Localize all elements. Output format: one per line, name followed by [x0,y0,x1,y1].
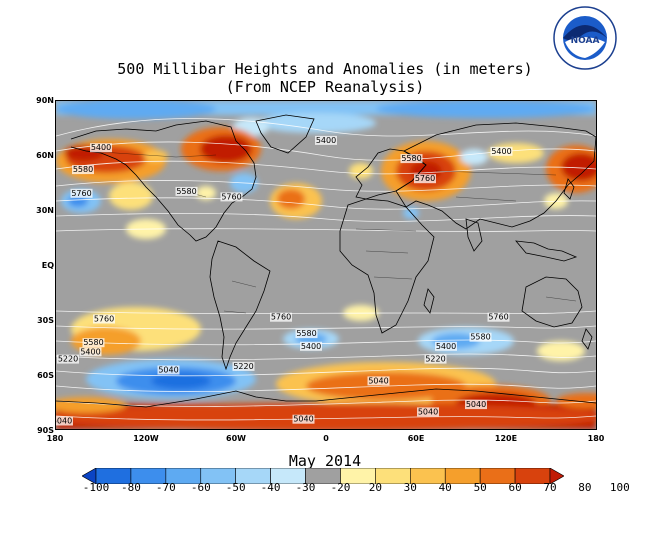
lat-label-eq: EQ [41,261,54,270]
color-bar-tick-label: -40 [260,481,281,494]
contour-label: 5760 [94,315,114,324]
contour-label: 5040 [418,407,438,416]
color-bar-tick-label: -20 [330,481,351,494]
color-bar-tick-label: -50 [225,481,246,494]
anomaly-map: 5400 5580 5760 5400 5580 5760 5580 5760 5400 5760… [55,100,597,430]
contour-label: 5760 [71,189,91,198]
color-bar-tick-label: 80 [578,481,592,494]
contour-label: 5040 [158,366,178,375]
contour-label: 5040 [368,376,388,385]
color-bar-tick-label: 70 [543,481,557,494]
contour-label: 5040 [466,400,486,409]
lon-label-60w: 60W [226,434,246,443]
contour-label: 5040 [293,415,313,424]
lon-label-0: 0 [323,434,329,443]
color-bar-tick-label: -30 [295,481,316,494]
noaa-logo: NOAA [553,6,617,70]
lon-label-120e: 120E [494,434,518,443]
contour-label: 5040 [56,417,72,426]
contour-label: 5220 [233,362,253,371]
contour-labels: 5400558057605400558057605580576054005760… [56,135,513,426]
contour-label: 5400 [491,147,511,156]
lat-label-60n: 60N [36,151,54,160]
color-bar-tick-label: -80 [120,481,141,494]
map-title: 500 Millibar Heights and Anomalies (in m… [117,60,533,78]
contour-label: 5580 [470,333,490,342]
contour-label: 5220 [58,355,78,364]
contour-label: 5400 [301,342,321,351]
lat-label-60s: 60S [37,371,54,380]
contour-label: 5580 [401,154,421,163]
contour-label: 5220 [425,355,445,364]
color-bar-tick-label: -70 [155,481,176,494]
lat-label-30s: 30S [37,316,54,325]
lat-label-90s: 90S [37,426,54,435]
lat-label-90n: 90N [36,96,54,105]
lon-label-120w: 120W [133,434,159,443]
color-bar-tick-label: -100 [82,481,110,494]
contour-label: 5580 [73,165,93,174]
color-bar-tick-label: 60 [508,481,522,494]
color-bar-tick-label: -60 [190,481,211,494]
lon-label-180e: 180 [587,434,605,443]
contour-label: 5580 [83,338,103,347]
color-bar-tick-label: 50 [473,481,487,494]
color-bar-arrow-high [549,468,564,484]
contour-label: 5580 [176,187,196,196]
color-bar-tick-label: 40 [438,481,452,494]
contour-label: 5760 [488,313,508,322]
contour-label: 5760 [271,313,291,322]
lon-label-60e: 60E [407,434,425,443]
contour-label: 5760 [221,192,241,201]
contour-label: 5400 [80,347,100,356]
map-subtitle: (From NCEP Reanalysis) [225,78,425,96]
color-bar [82,468,564,484]
contour-label: 5400 [91,143,111,152]
noaa-logo-text: NOAA [571,36,600,46]
lon-label-180w: 180 [46,434,64,443]
color-bar-tick-label: 100 [609,481,630,494]
color-bar-tick-label: 20 [368,481,383,494]
color-bar-tick-label: 30 [403,481,417,494]
month-label: May 2014 [288,452,362,470]
contour-label: 5400 [316,136,336,145]
lat-label-30n: 30N [36,206,54,215]
contour-label: 5400 [436,342,456,351]
contour-label: 5580 [296,329,316,338]
contour-label: 5760 [415,174,435,183]
